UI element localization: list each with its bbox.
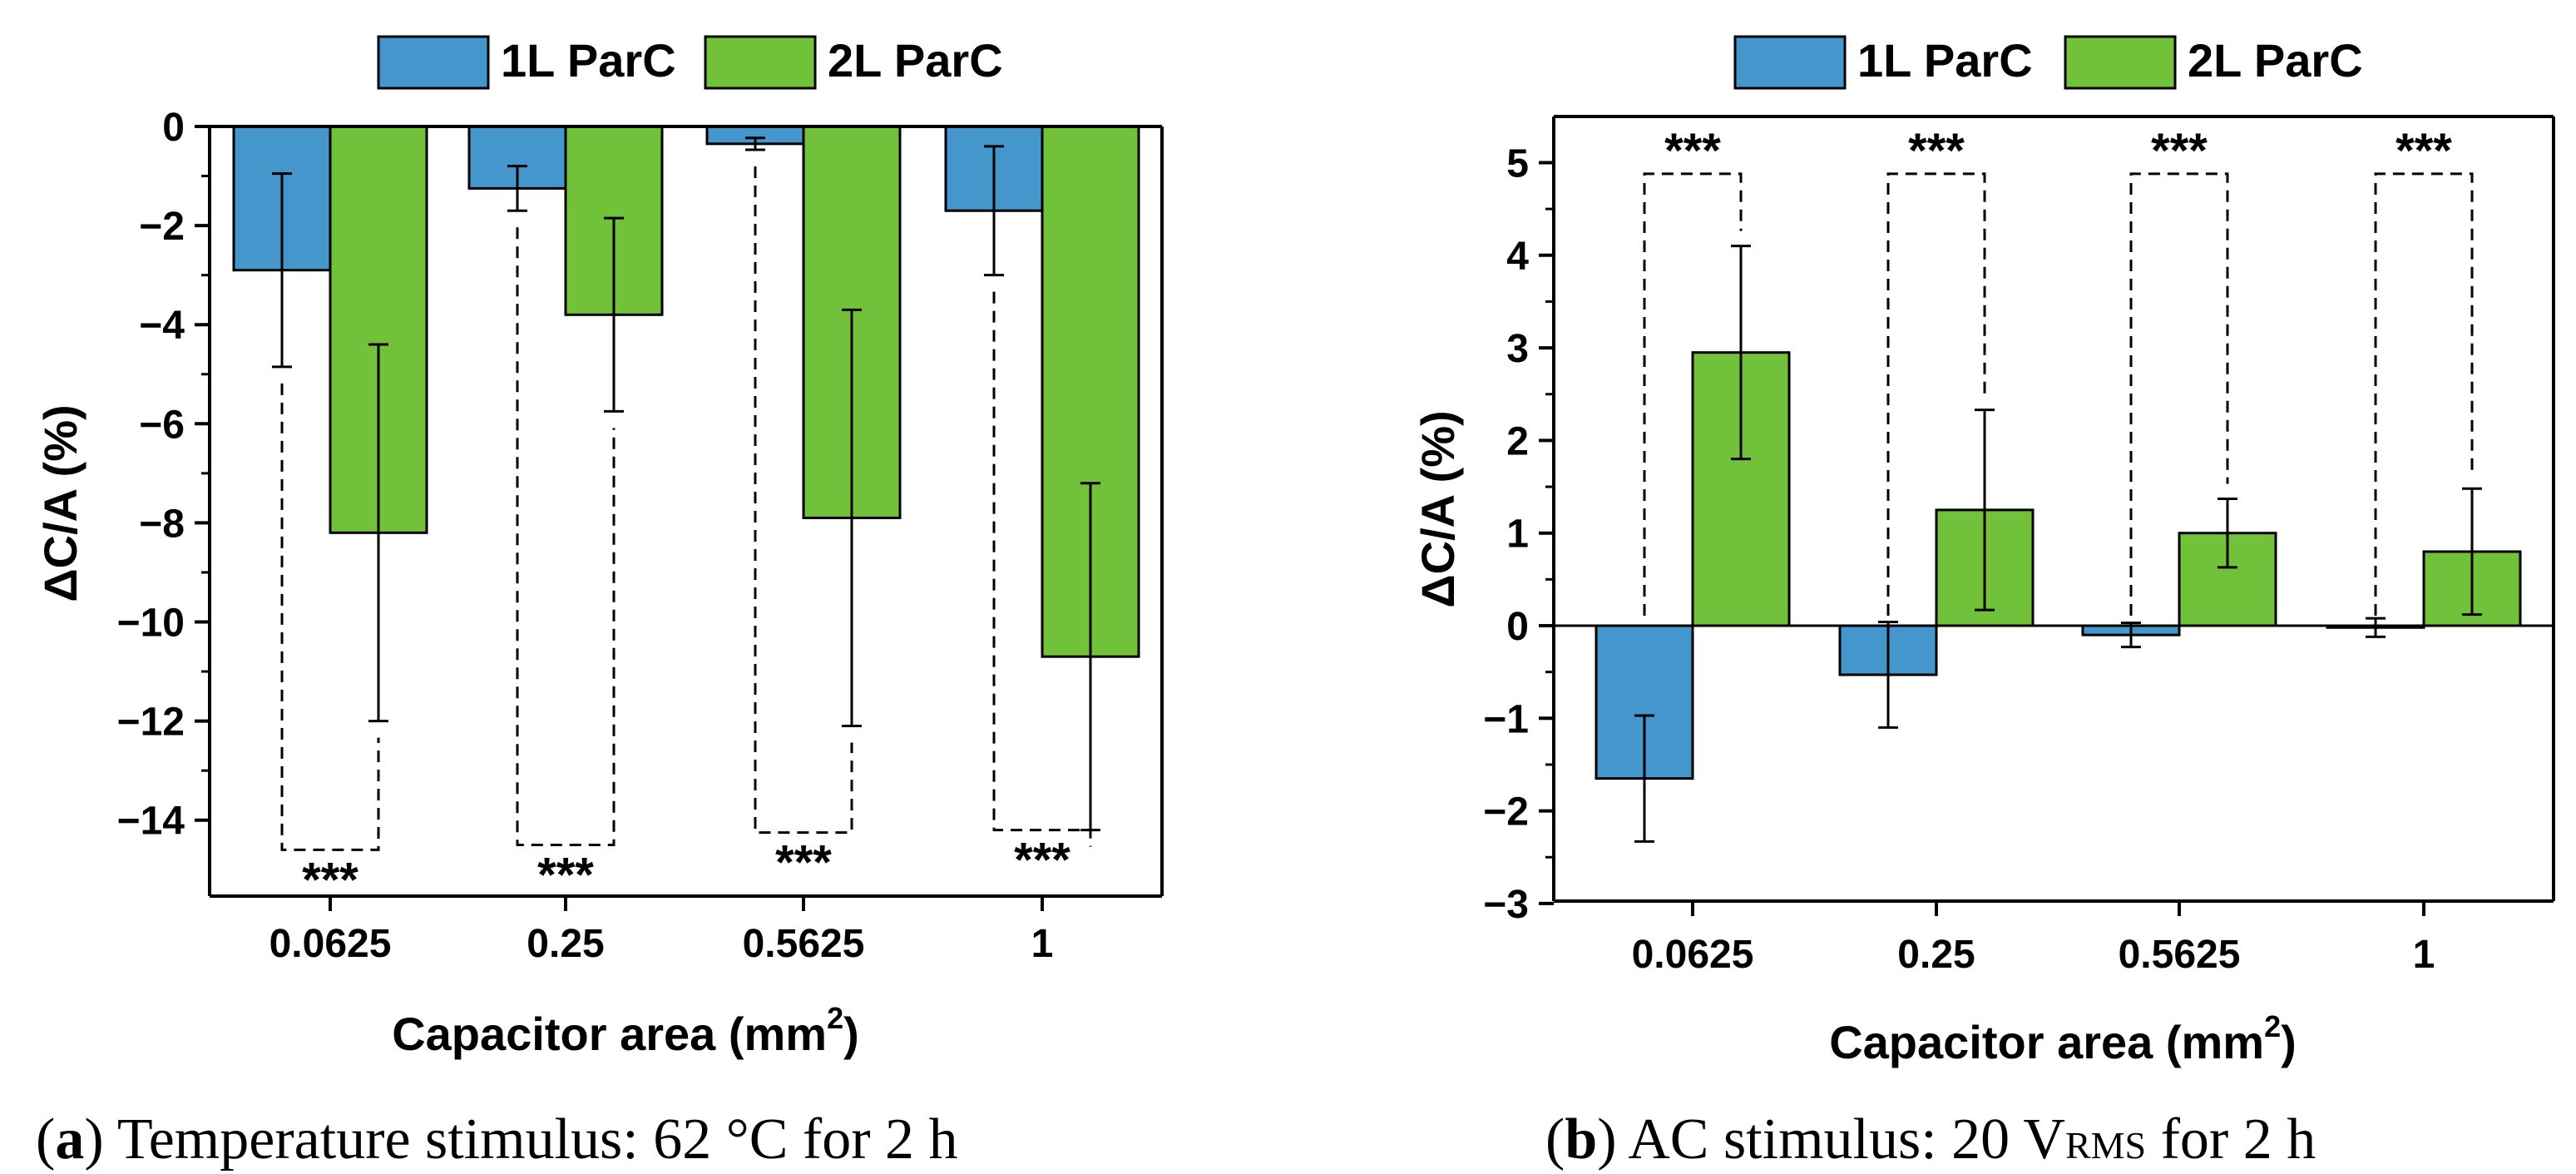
caption-panel-a: (a) Temperature stimulus: 62 °C for 2 h <box>36 1107 958 1172</box>
significance-label-1-panel-a: *** <box>1014 834 1070 888</box>
significance-bracket-0.25-panel-a <box>516 227 616 846</box>
legend-label-1l-panel-b: 1L ParC <box>1857 34 2033 87</box>
y-tick-label-5-panel-b: 0 <box>1506 605 1529 649</box>
x-tick-label-0.0625-panel-b: 0.0625 <box>1632 933 1754 977</box>
legend-label-2l-panel-b: 2L ParC <box>2188 34 2363 87</box>
y-tick-label-0-panel-b: 5 <box>1506 142 1529 186</box>
x-axis-title-sup-panel-b: 2 <box>2264 1009 2281 1043</box>
x-tick-label-0.0625-panel-a: 0.0625 <box>269 922 392 966</box>
x-tick-label-1-panel-b: 1 <box>2413 933 2435 977</box>
error-bar-2l-0.0625-panel-b <box>1731 245 1751 461</box>
significance-panel-b: *** *** *** *** <box>1643 124 2474 616</box>
y-axis-title-panel-b: ΔC/A (%) <box>1412 410 1464 607</box>
y-tick-label-1-panel-a: −2 <box>139 205 185 249</box>
legend-swatch-2l-panel-b <box>2064 35 2177 90</box>
y-tick-label-2-panel-b: 3 <box>1506 327 1529 371</box>
x-tick-label-0.5625-panel-b: 0.5625 <box>2119 933 2241 977</box>
error-bar-1l-0.25-panel-b <box>1878 621 1898 729</box>
axes-panel-b: 5 4 3 2 1 0 −1 −2 −3 0.0625 0.25 0.5625 1 <box>1483 115 2555 977</box>
y-tick-label-6-panel-b: −1 <box>1483 697 1529 741</box>
error-bar-2l-1-panel-b <box>2462 487 2482 617</box>
x-axis-title-main-panel-a: Capacitor area (mm <box>392 1008 827 1060</box>
legend-swatch-1l-panel-a <box>377 35 490 90</box>
y-tick-label-2-panel-a: −4 <box>139 304 185 348</box>
caption-text-b-before: AC stimulus: 20 V <box>1617 1107 2065 1172</box>
significance-panel-a: *** *** *** *** <box>280 166 1092 907</box>
significance-bracket-0.5625-panel-b <box>2129 172 2229 616</box>
legend-swatch-1l-panel-b <box>1733 35 1847 90</box>
chart-panel-a: 1L ParC 2L ParC *** *** *** *** 0−2−4−6−8−1… <box>34 34 1164 1060</box>
error-bar-1l-0.25-panel-a <box>507 165 527 212</box>
significance-label-1-panel-b: *** <box>2396 124 2452 178</box>
y-tick-label-5-panel-a: −10 <box>117 602 185 646</box>
significance-bracket-1-panel-b <box>2374 172 2474 616</box>
y-tick-label-3-panel-a: −6 <box>139 403 185 447</box>
bars-panel-b <box>1595 351 2522 780</box>
y-tick-label-8-panel-b: −3 <box>1483 883 1529 927</box>
x-tick-label-1-panel-a: 1 <box>1031 922 1054 966</box>
caption-text-b-after: for 2 h <box>2146 1107 2316 1172</box>
significance-bracket-0.0625-panel-a <box>280 383 380 851</box>
chart-panel-b: 1L ParC 2L ParC *** *** *** *** 5 4 3 2 1 0 −1 −2 −… <box>1412 34 2555 1068</box>
error-bar-2l-0.25-panel-b <box>1975 409 1995 612</box>
y-tick-label-4-panel-a: −8 <box>139 502 185 546</box>
significance-label-0.25-panel-a: *** <box>537 848 594 902</box>
caption-text-a: Temperature stimulus: 62 °C for 2 h <box>104 1107 958 1172</box>
y-tick-label-7-panel-a: −14 <box>117 800 185 844</box>
error-bar-2l-0.5625-panel-a <box>842 308 862 728</box>
error-bar-1l-0.5625-panel-a <box>745 136 765 151</box>
x-tick-label-0.25-panel-b: 0.25 <box>1897 933 1975 977</box>
significance-label-0.5625-panel-a: *** <box>775 836 832 890</box>
x-axis-title-panel-a: Capacitor area (mm2) <box>392 1001 859 1060</box>
y-axis-title-panel-a: ΔC/A (%) <box>34 404 87 602</box>
y-tick-label-1-panel-b: 4 <box>1506 235 1529 279</box>
y-tick-label-0-panel-a: 0 <box>162 106 185 150</box>
error-bars-panel-b <box>1634 245 2482 843</box>
x-tick-label-0.25-panel-a: 0.25 <box>527 922 604 966</box>
error-bar-1l-0.0625-panel-a <box>272 172 292 369</box>
significance-bracket-0.5625-panel-a <box>754 166 853 835</box>
significance-label-0.0625-panel-b: *** <box>1664 124 1721 178</box>
axes-frame-panel-a <box>208 125 1164 898</box>
significance-bracket-1-panel-a <box>992 291 1092 847</box>
legend-panel-b: 1L ParC 2L ParC <box>1733 34 2363 90</box>
significance-bracket-0.25-panel-b <box>1886 172 1986 616</box>
y-tick-label-3-panel-b: 2 <box>1506 419 1529 463</box>
legend-swatch-2l-panel-a <box>704 35 817 90</box>
x-tick-label-0.5625-panel-a: 0.5625 <box>743 922 865 966</box>
significance-label-0.25-panel-b: *** <box>1908 124 1965 178</box>
caption-letter-b: b <box>1565 1107 1597 1172</box>
error-bar-2l-0.25-panel-a <box>604 216 624 413</box>
x-axis-title-panel-b: Capacitor area (mm2) <box>1829 1009 2297 1068</box>
x-axis-title-end-panel-a: ) <box>843 1008 859 1060</box>
legend-label-1l-panel-a: 1L ParC <box>501 34 676 87</box>
error-bar-1l-0.0625-panel-b <box>1634 714 1654 843</box>
significance-label-0.5625-panel-b: *** <box>2151 124 2208 178</box>
x-axis-title-sup-panel-a: 2 <box>827 1001 843 1035</box>
caption-text-b-sub: RMS <box>2065 1124 2146 1167</box>
error-bar-2l-0.0625-panel-a <box>368 343 388 723</box>
caption-letter-a: a <box>55 1107 84 1172</box>
error-bar-2l-0.5625-panel-b <box>2218 498 2237 569</box>
significance-bracket-0.0625-panel-b <box>1643 172 1743 616</box>
axes-panel-a: 0 −2 −4 −6 −8 −10 −12 −14 0.0625 0.25 0.5625 1 <box>117 106 1164 966</box>
y-tick-label-6-panel-a: −12 <box>117 701 185 745</box>
x-axis-title-end-panel-b: ) <box>2281 1016 2297 1068</box>
caption-panel-b: (b) AC stimulus: 20 VRMS for 2 h <box>1545 1107 2316 1172</box>
bars-panel-a <box>232 125 1140 658</box>
error-bars-panel-a <box>272 136 1100 832</box>
y-tick-label-7-panel-b: −2 <box>1483 790 1529 835</box>
y-tick-label-4-panel-b: 1 <box>1506 513 1529 557</box>
legend-label-2l-panel-a: 2L ParC <box>828 34 1003 87</box>
x-axis-title-main-panel-b: Capacitor area (mm <box>1829 1016 2264 1068</box>
axes-frame-panel-b <box>1552 115 2555 903</box>
error-bar-1l-1-panel-a <box>984 145 1004 277</box>
error-bar-1l-1-panel-b <box>2366 617 2386 638</box>
legend-panel-a: 1L ParC 2L ParC <box>377 34 1003 90</box>
